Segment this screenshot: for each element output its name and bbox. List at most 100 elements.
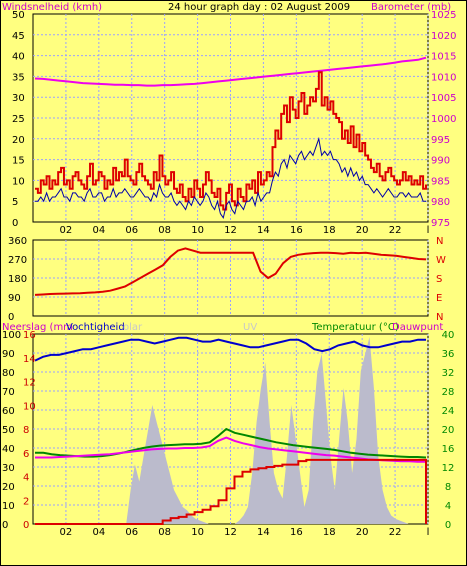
dewpoint-line: [35, 436, 426, 463]
barometer-axis-title: Barometer (mb): [371, 2, 451, 13]
humidity-tick-label: 70: [2, 387, 15, 398]
rain-tick-label: 14: [23, 354, 36, 365]
wind-direction-line: [34, 247, 427, 296]
temperature-tick-label: 24: [442, 406, 455, 417]
humidity-tick-label: 60: [2, 406, 15, 417]
compass-tick-label: S: [436, 274, 442, 285]
humidity-line: [34, 336, 426, 362]
x-tick-label: 16: [290, 225, 303, 236]
temperature-tick-label: 0: [445, 520, 451, 531]
rain-tick-label: 16: [23, 330, 36, 341]
x-tick-label: 06: [125, 225, 138, 236]
compass-tick-label: N: [436, 236, 443, 247]
barometer-tick-label: 1005: [431, 93, 456, 104]
temperature-tick-label: 4: [445, 501, 451, 512]
x-tick-label: 10: [191, 225, 204, 236]
x-tick-label: 18: [323, 225, 336, 236]
x-tick-label: 02: [60, 527, 73, 538]
x-tick-label: 22: [389, 225, 402, 236]
direction-tick-label: 180: [8, 274, 27, 285]
humidity-label: Vochtigheid: [66, 322, 125, 333]
x-tick-label: l: [427, 225, 430, 236]
humidity-tick-label: 20: [2, 482, 15, 493]
barometer-tick-label: 1015: [431, 52, 456, 63]
temperature-tick-label: 28: [442, 387, 455, 398]
rain-tick-label: 10: [23, 401, 36, 412]
humidity-tick-label: 50: [2, 425, 15, 436]
rain-tick-label: 4: [23, 473, 29, 484]
barometer-tick-label: 1010: [431, 72, 456, 83]
wind-tick-label: 15: [12, 156, 25, 167]
rain-tick-label: 6: [23, 449, 29, 460]
humidity-tick-label: 40: [2, 444, 15, 455]
x-tick-label: 14: [257, 225, 270, 236]
temperature-axis-title: Temperatuur (°C): [311, 322, 399, 333]
x-tick-label: 08: [158, 527, 171, 538]
x-tick-label: 10: [191, 527, 204, 538]
wind-tick-label: 25: [12, 114, 25, 125]
rain-tick-label: 2: [23, 496, 29, 507]
temperature-tick-label: 20: [442, 425, 455, 436]
compass-tick-label: E: [436, 293, 442, 304]
wind-average-line: [35, 136, 426, 219]
x-tick-label: 04: [92, 527, 105, 538]
compass-tick-label: N: [436, 312, 443, 323]
dewpoint-label: Dauwpunt: [392, 322, 443, 333]
barometer-line: [34, 56, 427, 87]
rain-tick-label: 8: [23, 425, 29, 436]
wind-gust-line: [35, 71, 427, 211]
humidity-tick-label: 0: [2, 520, 8, 531]
barometer-tick-label: 1000: [431, 114, 456, 125]
x-tick-label: 06: [125, 527, 138, 538]
compass-tick-label: W: [436, 255, 446, 266]
humidity-tick-label: 90: [2, 349, 15, 360]
wind-tick-label: 45: [12, 31, 25, 42]
x-tick-label: 02: [60, 225, 73, 236]
uv-label: UV: [243, 322, 257, 333]
chart-title: 24 hour graph day : 02 August 2009: [168, 2, 350, 13]
rain-tick-label: 12: [23, 378, 36, 389]
barometer-tick-label: 980: [431, 197, 450, 208]
temperature-line: [35, 427, 427, 459]
temperature-tick-label: 16: [442, 444, 455, 455]
humidity-tick-label: 30: [2, 463, 15, 474]
wind-tick-label: 50: [12, 10, 25, 21]
x-tick-label: 22: [389, 527, 402, 538]
x-tick-label: 16: [290, 527, 303, 538]
wind-tick-label: 35: [12, 72, 25, 83]
wind-tick-label: 5: [12, 197, 18, 208]
wind-tick-label: 20: [12, 135, 25, 146]
tick-labels: 02 04 06 08 10 12 14 16 18 20 22 l02 04 06 08 10 12 14 16 1…: [2, 10, 456, 538]
solar-label: olar: [123, 322, 143, 333]
solar-area-fill: [33, 337, 426, 524]
x-tick-label: 12: [224, 527, 237, 538]
wind-tick-label: 10: [12, 176, 25, 187]
wind-tick-label: 0: [12, 218, 18, 229]
wind-axis-title: Windsnelheid (kmh): [2, 2, 102, 13]
wind-tick-label: 40: [12, 52, 25, 63]
x-tick-label: 20: [356, 225, 369, 236]
solar-area: [33, 337, 426, 524]
x-tick-label: l: [427, 527, 430, 538]
rain-line: [35, 458, 427, 525]
rain-tick-label: 0: [23, 520, 29, 531]
direction-tick-label: 360: [8, 236, 27, 247]
series: [34, 56, 427, 525]
x-tick-label: 14: [257, 527, 270, 538]
barometer-tick-label: 1025: [431, 10, 456, 21]
x-tick-label: 04: [92, 225, 105, 236]
temperature-tick-label: 12: [442, 463, 455, 474]
barometer-tick-label: 990: [431, 156, 450, 167]
temperature-tick-label: 8: [445, 482, 451, 493]
temperature-tick-label: 32: [442, 368, 455, 379]
barometer-tick-label: 975: [431, 218, 450, 229]
wind-tick-label: 30: [12, 93, 25, 104]
x-tick-label: 18: [323, 527, 336, 538]
x-tick-label: 08: [158, 225, 171, 236]
temperature-tick-label: 40: [442, 330, 455, 341]
direction-tick-label: 270: [8, 255, 27, 266]
barometer-tick-label: 995: [431, 135, 450, 146]
x-tick-label: 12: [224, 225, 237, 236]
temperature-tick-label: 36: [442, 349, 455, 360]
